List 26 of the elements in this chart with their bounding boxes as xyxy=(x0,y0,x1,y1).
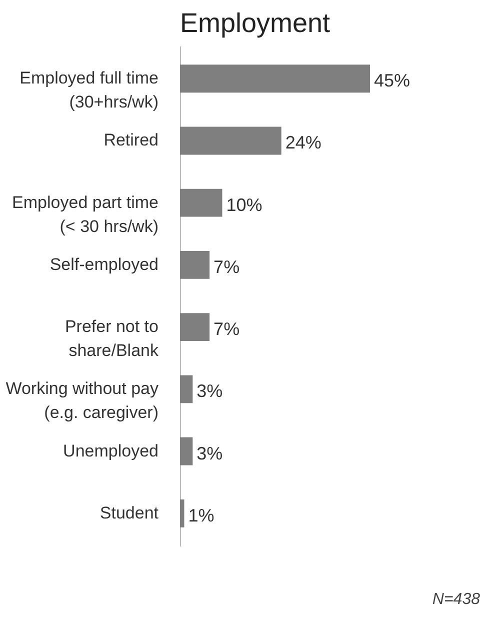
data-label: 7% xyxy=(214,256,240,277)
y-tick-label: Prefer not to share/Blank xyxy=(64,317,159,360)
data-label: 7% xyxy=(214,319,240,340)
y-tick-label: Self-employed xyxy=(50,254,158,274)
data-label: 24% xyxy=(285,132,322,153)
data-label: 45% xyxy=(374,70,410,91)
bar xyxy=(180,437,193,466)
y-tick-label: Retired xyxy=(104,130,158,150)
y-tick-label: Student xyxy=(100,503,159,522)
bar xyxy=(180,313,210,342)
data-label: 1% xyxy=(188,505,214,526)
bar xyxy=(180,250,210,279)
chart-title: Employment xyxy=(180,8,331,38)
y-tick-label: Working without pay (e.g. caregiver) xyxy=(6,379,159,422)
data-label: 3% xyxy=(196,381,223,402)
y-tick-label: Employed part time (< 30 hrs/wk) xyxy=(12,192,158,236)
data-label: 10% xyxy=(226,194,262,215)
y-tick-label: Employed full time (30+hrs/wk) xyxy=(20,68,158,112)
text: N=438 xyxy=(432,591,480,609)
bar xyxy=(180,188,222,217)
bar xyxy=(180,375,193,404)
bar xyxy=(180,64,370,93)
bar xyxy=(180,499,184,528)
y-tick-label: Unemployed xyxy=(63,441,158,460)
data-label: 3% xyxy=(196,443,223,464)
bar xyxy=(180,126,282,155)
